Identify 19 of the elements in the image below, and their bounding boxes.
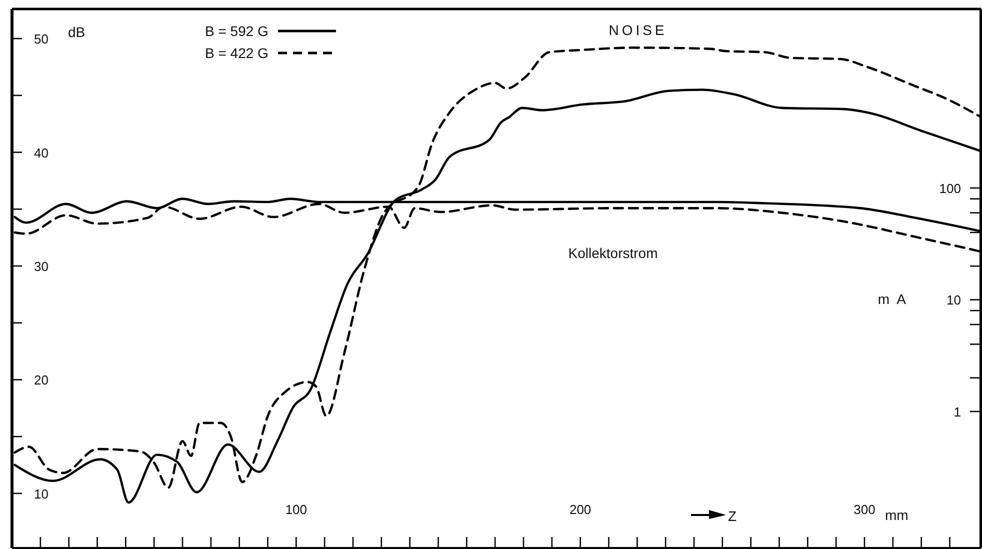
y-tick-label: 40 — [34, 145, 48, 160]
x-axis-title: mm — [885, 507, 908, 523]
y-tick-label: 50 — [34, 32, 48, 47]
y-axis-title: dB — [68, 24, 86, 40]
annotation: NOISE — [608, 22, 668, 38]
legend-label: B = 592 G — [205, 23, 268, 39]
y2-tick-label: 100 — [939, 181, 961, 196]
annotation: Kollektorstrom — [568, 245, 658, 261]
x-tick-label: 100 — [285, 502, 308, 517]
y2-axis-title: m A — [878, 291, 908, 307]
legend-label: B = 422 G — [205, 45, 268, 61]
y2-tick-label: 1 — [954, 404, 961, 420]
x-tick-label: 200 — [569, 502, 592, 517]
y-tick-label: 30 — [34, 258, 48, 274]
y-tick-label: 20 — [34, 372, 48, 388]
y2-tick-label: 10 — [946, 292, 961, 308]
y-tick-label: 10 — [34, 486, 48, 502]
annotation: Z — [728, 508, 737, 524]
x-tick-label: 300 — [854, 502, 876, 517]
